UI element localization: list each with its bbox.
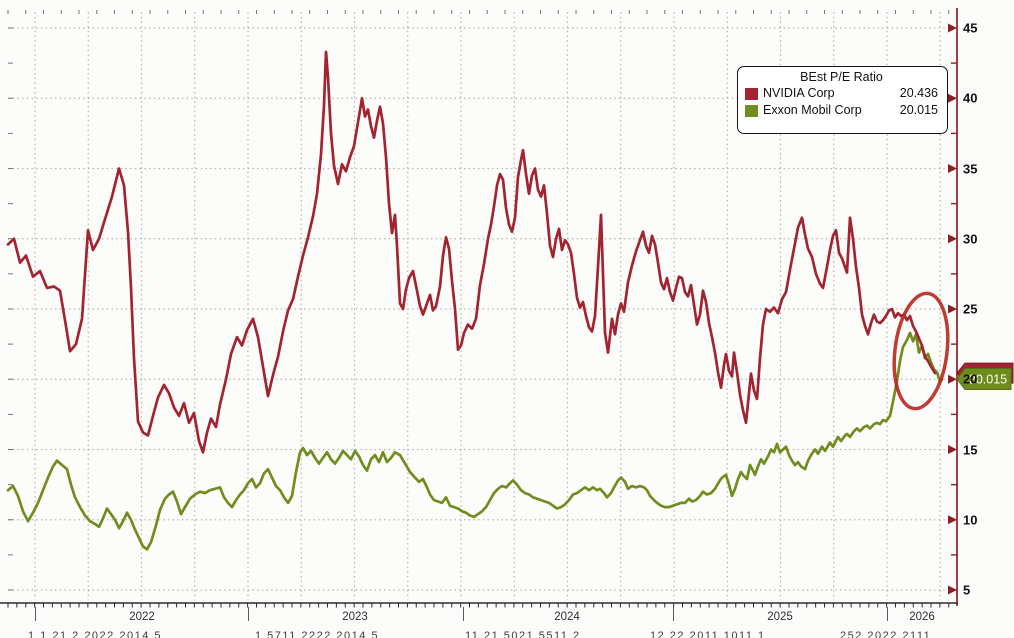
footer-fragment: 12 22 2011 1011 1 <box>650 630 766 638</box>
y-axis-label: 45 <box>963 20 978 36</box>
legend-value-exxon: 20.015 <box>899 103 938 117</box>
footer-fragment: 11 21 5021 5511 2 <box>465 630 581 638</box>
x-axis-year-label: 2023 <box>342 611 368 623</box>
y-tick-arrow-icon <box>948 374 957 384</box>
nvidia-swatch-icon <box>745 87 758 100</box>
chart-legend: BEst P/E Ratio NVIDIA Corp 20.436 Exxon … <box>737 66 948 134</box>
y-axis-label: 5 <box>963 582 971 598</box>
year-separator <box>35 607 36 621</box>
year-separator <box>673 607 674 621</box>
y-tick-arrow-icon <box>948 585 957 595</box>
legend-value-nvidia: 20.436 <box>899 86 938 100</box>
y-tick-arrow-icon <box>948 515 957 525</box>
legend-title: BEst P/E Ratio <box>800 70 883 84</box>
y-axis-label: 35 <box>963 161 978 176</box>
exxon-price-badge <box>956 368 1012 391</box>
year-separator <box>248 607 249 621</box>
y-tick-arrow-icon <box>948 304 957 314</box>
nvidia-line <box>6 50 937 454</box>
legend-row-nvidia: NVIDIA Corp 20.436 <box>745 85 938 102</box>
y-axis-label: 10 <box>963 512 978 528</box>
legend-row-exxon: Exxon Mobil Corp 20.015 <box>745 102 938 119</box>
exxon-line <box>6 331 944 551</box>
y-axis-label: 15 <box>963 442 978 457</box>
x-axis-year-label: 2024 <box>554 611 580 623</box>
x-axis-year-label: 2025 <box>767 611 793 623</box>
legend-label-exxon: Exxon Mobil Corp <box>763 103 862 117</box>
y-tick-arrow-icon <box>948 93 957 103</box>
y-tick-arrow-icon <box>948 164 957 173</box>
exxon-swatch-icon <box>745 104 758 117</box>
y-axis-label: 30 <box>963 231 978 247</box>
y-axis-label: 25 <box>963 301 978 317</box>
y-axis-label: 20 <box>963 371 978 387</box>
y-tick-arrow-icon <box>948 23 957 33</box>
footer-fragment: 1 5711 2222 2014 5 <box>255 630 380 638</box>
year-separator <box>463 607 464 621</box>
x-axis-year-label: 2022 <box>129 611 155 623</box>
x-axis-year-label: 2026 <box>909 611 935 623</box>
convergence-circle-annotation <box>892 291 950 411</box>
y-tick-arrow-icon <box>948 234 957 244</box>
y-tick-arrow-icon <box>948 445 957 454</box>
legend-label-nvidia: NVIDIA Corp <box>763 86 835 100</box>
footer-fragment: 252 2022 2111 <box>840 630 932 638</box>
exxon-price-badge-text: 20.015 <box>969 373 1007 387</box>
year-separator <box>887 607 888 621</box>
y-axis-label: 40 <box>963 90 978 106</box>
footer-fragment: 1 1 21 2 2022 2014 5 <box>28 630 162 638</box>
